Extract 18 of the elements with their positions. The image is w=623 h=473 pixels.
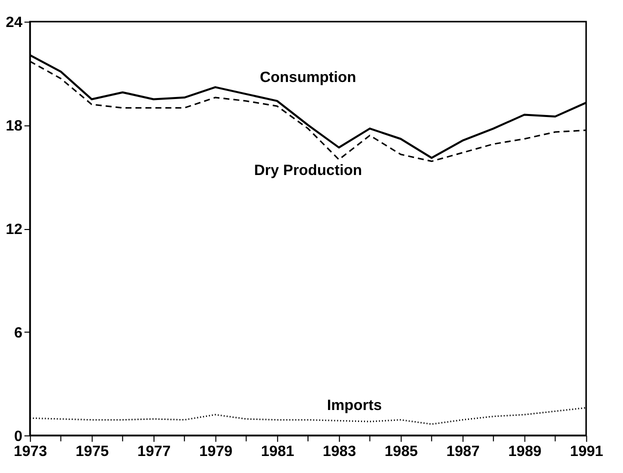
y-tick-label: 0 [14, 428, 22, 445]
x-tick-label: 1975 [76, 442, 109, 460]
x-tick-label: 1989 [508, 442, 542, 460]
y-tick-label: 12 [6, 220, 22, 238]
x-tick-label: 1983 [322, 442, 356, 460]
x-tick-label: 1973 [14, 442, 48, 460]
x-tick-label: 1981 [260, 442, 294, 460]
x-tick-label: 1977 [137, 442, 171, 460]
x-tick-label: 1979 [199, 442, 232, 460]
annotation: Consumption [260, 68, 356, 86]
y-tick-label: 6 [14, 324, 22, 342]
x-tick-label: 1985 [384, 442, 418, 460]
y-tick-label: 18 [6, 118, 22, 135]
annotation: Imports [326, 397, 382, 414]
annotation: Dry Production [254, 162, 362, 179]
x-tick-label: 1991 [570, 442, 604, 460]
y-tick-label: 24 [6, 14, 24, 32]
x-tick-label: 1987 [446, 442, 480, 460]
